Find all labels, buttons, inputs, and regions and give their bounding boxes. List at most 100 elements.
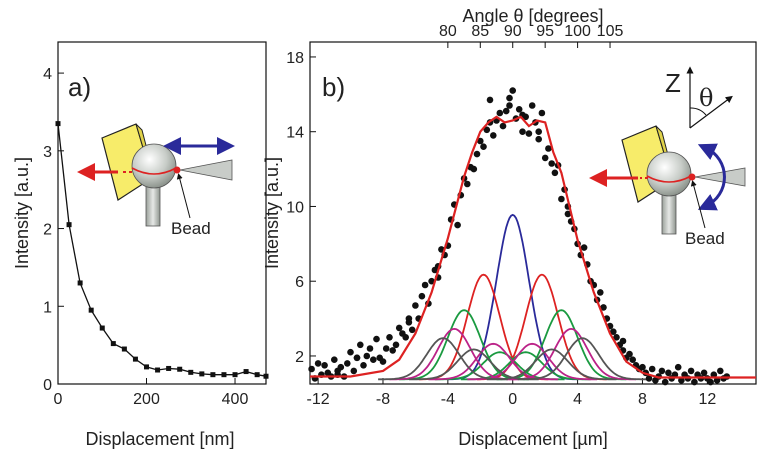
panel-a-point bbox=[177, 366, 183, 372]
panel-b-data-point bbox=[619, 337, 627, 345]
waveguide-path-icon bbox=[131, 167, 177, 175]
panel-b-xtick-label: 12 bbox=[698, 391, 716, 408]
panel-b-xtick-label: -8 bbox=[376, 391, 390, 408]
panel-a-point bbox=[166, 365, 172, 371]
panel-b-data-point bbox=[639, 363, 646, 371]
sphere-icon bbox=[131, 143, 177, 189]
panel-b-gaussian-components bbox=[378, 213, 648, 381]
panel-b-data-point bbox=[421, 281, 429, 289]
panel-b-data-point bbox=[395, 324, 403, 332]
panel-b-data-point bbox=[483, 126, 491, 134]
panel-b-data-point bbox=[389, 347, 397, 354]
bead-dot-icon bbox=[173, 166, 181, 174]
panel-b-data-point bbox=[665, 369, 672, 377]
panel-b-data-point bbox=[353, 354, 361, 362]
panel-a-inset-illustration: Bead bbox=[77, 123, 235, 238]
panel-b-data-point bbox=[373, 335, 380, 343]
panel-b-data-point bbox=[386, 334, 393, 341]
panel-b-data-point bbox=[506, 102, 513, 109]
panel-b-xtick-label: -4 bbox=[441, 391, 455, 408]
panel-b-x2tick-label: 90 bbox=[504, 23, 522, 40]
panel-a-xtick-label: 0 bbox=[54, 391, 63, 408]
panel-b-data-point bbox=[331, 356, 338, 364]
panel-b-data-point bbox=[496, 109, 504, 117]
panel-a-point bbox=[88, 307, 94, 313]
panel-a-point bbox=[144, 364, 150, 370]
sphere-b-icon bbox=[646, 151, 692, 197]
stem-icon bbox=[145, 181, 161, 227]
panel-b-xtick-label: 4 bbox=[573, 391, 582, 408]
panel-b-data-point bbox=[658, 367, 666, 375]
panel-b-data-point bbox=[502, 107, 510, 115]
panel-b-data-point bbox=[707, 378, 714, 386]
bead-annotation-a: Bead bbox=[171, 219, 211, 238]
theta-arc-icon bbox=[689, 107, 707, 116]
panel-b-data-point bbox=[428, 277, 435, 285]
waveguide-b-path-icon bbox=[646, 175, 692, 183]
panel-b-data-points bbox=[308, 87, 731, 386]
panel-b-data-point bbox=[645, 375, 653, 382]
panel-a-point bbox=[121, 346, 127, 352]
panel-b-ytick-label: 2 bbox=[295, 349, 304, 366]
panel-b-data-point bbox=[626, 350, 633, 358]
panel-b-data-point bbox=[350, 367, 358, 375]
panel-b-data-point bbox=[687, 367, 695, 375]
panel-b-data-point bbox=[366, 345, 374, 352]
panel-b-data-point bbox=[308, 365, 315, 373]
panel-a-series bbox=[55, 121, 269, 379]
panel-a-point bbox=[188, 369, 194, 375]
panel-b-data-point bbox=[541, 154, 549, 162]
panel-a-ytick-label: 4 bbox=[43, 66, 52, 83]
bead-pointer-icon bbox=[176, 173, 191, 219]
panel-b-data-point bbox=[382, 345, 390, 352]
panel-a-ticks: 0 200 400 0 1 2 3 4 bbox=[43, 66, 248, 408]
panel-b-label: b) bbox=[322, 72, 345, 102]
panel-b-data-point bbox=[700, 369, 708, 377]
panel-b-x2tick-label: 95 bbox=[536, 23, 554, 40]
fiber-tip-icon bbox=[179, 159, 233, 181]
panel-a-point bbox=[232, 372, 238, 378]
stem-b-icon bbox=[661, 189, 677, 235]
panel-a-ytick-label: 1 bbox=[43, 299, 52, 316]
panel-b-component-curve bbox=[506, 327, 636, 381]
panel-a-ytick-label: 2 bbox=[43, 222, 52, 239]
panel-b-component-curve bbox=[428, 342, 559, 381]
panel-b-x2tick-label: 85 bbox=[471, 23, 489, 40]
panel-b-data-point bbox=[535, 135, 542, 143]
panel-b-data-point bbox=[402, 334, 410, 341]
panel-b-data-point bbox=[405, 319, 413, 326]
panel-b-data-point bbox=[477, 137, 484, 145]
bead-dot-b-icon bbox=[688, 173, 696, 181]
panel-b-data-point bbox=[344, 360, 351, 367]
panel-b-ytick-label: 14 bbox=[286, 125, 304, 142]
blue-rotation-arrow-icon bbox=[697, 143, 726, 211]
panel-a-ylabel: Intensity [a.u.] bbox=[12, 157, 32, 269]
panel-a-point bbox=[110, 341, 116, 347]
panel-b-data-point bbox=[515, 106, 523, 113]
panel-a-point bbox=[132, 356, 138, 362]
panel-a-xtick-label: 200 bbox=[133, 391, 160, 408]
panel-b-data-point bbox=[691, 378, 698, 386]
panel-b-data-point bbox=[600, 304, 607, 311]
panel-a-frame bbox=[57, 41, 267, 385]
panel-b-data-point bbox=[713, 377, 721, 384]
panel-a-ytick-label: 3 bbox=[43, 144, 52, 161]
panel-b-data-point bbox=[392, 341, 400, 349]
panel-b-data-point bbox=[525, 130, 533, 137]
z-axis-label: Z bbox=[665, 68, 681, 98]
panel-b-data-point bbox=[480, 143, 487, 150]
panel-b-chart: -12 -8 -4 0 4 8 12 2 6 10 14 18 80 85 90 95 100 105 b) Di… bbox=[262, 6, 757, 449]
panel-a-xtick-label: 400 bbox=[222, 391, 249, 408]
panel-a-point bbox=[243, 369, 249, 375]
panel-b-data-point bbox=[548, 160, 555, 167]
panel-b-ytick-label: 18 bbox=[286, 50, 304, 67]
panel-b-ticks: -12 -8 -4 0 4 8 12 2 6 10 14 18 80 85 90 95 100 105 bbox=[286, 23, 716, 408]
panel-b-ytick-label: 6 bbox=[295, 274, 304, 291]
panel-b-data-point bbox=[551, 169, 559, 177]
panel-b-component-curve bbox=[399, 309, 529, 381]
panel-b-data-point bbox=[564, 210, 572, 218]
panel-b-data-point bbox=[473, 150, 481, 158]
panel-b-x2tick-label: 105 bbox=[597, 23, 624, 40]
panel-b-data-point bbox=[597, 289, 604, 296]
